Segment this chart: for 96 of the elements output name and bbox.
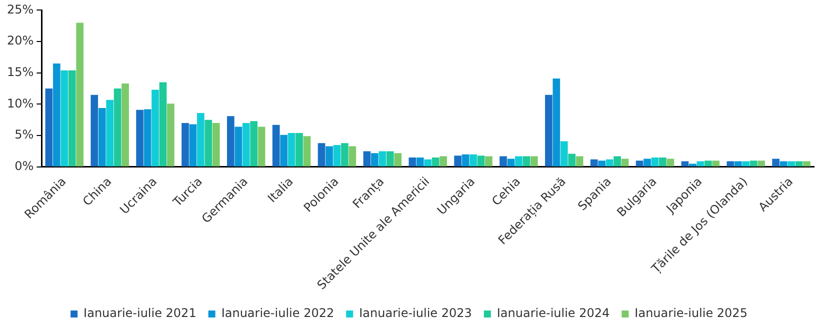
bar xyxy=(788,161,795,166)
bar xyxy=(197,112,204,166)
bar xyxy=(182,123,189,166)
bar xyxy=(681,161,689,166)
bar xyxy=(371,153,378,166)
bar xyxy=(242,123,250,166)
bar xyxy=(204,120,212,166)
legend-label: Ianuarie-iulie 2024 xyxy=(496,306,610,320)
bar xyxy=(522,156,530,166)
bar xyxy=(712,160,720,166)
bar xyxy=(234,126,242,166)
bar xyxy=(212,123,220,166)
bar xyxy=(90,94,98,166)
bar xyxy=(590,159,598,166)
bar xyxy=(394,153,402,166)
bar xyxy=(636,160,644,166)
legend-label: Ianuarie-iulie 2021 xyxy=(84,306,196,320)
bar xyxy=(666,158,674,166)
y-tick-label: 20% xyxy=(7,34,34,48)
bar xyxy=(552,78,560,166)
bar xyxy=(659,158,666,166)
bar xyxy=(500,156,507,166)
bar xyxy=(76,22,84,166)
bar xyxy=(250,121,258,166)
bar xyxy=(363,151,371,166)
bar xyxy=(296,133,303,166)
bar xyxy=(734,161,742,166)
bar xyxy=(272,124,280,166)
bar xyxy=(454,156,462,166)
bar xyxy=(689,164,696,166)
y-tick-label: 0% xyxy=(14,159,34,174)
bar xyxy=(780,161,788,166)
y-tick-label: 25% xyxy=(7,2,34,16)
bar xyxy=(288,133,296,166)
bar xyxy=(621,158,629,166)
bar xyxy=(614,156,621,166)
y-tick-label: 10% xyxy=(7,96,34,110)
y-tick-label: 15% xyxy=(7,65,34,80)
bar xyxy=(408,158,416,166)
bar xyxy=(750,160,758,166)
bar xyxy=(440,156,447,166)
bar xyxy=(432,158,440,166)
bar xyxy=(704,160,712,166)
y-tick-label: 5% xyxy=(14,128,34,142)
legend-label: Ianuarie-iulie 2023 xyxy=(359,306,472,320)
bar xyxy=(742,161,750,166)
bar xyxy=(318,143,326,166)
bar xyxy=(106,100,114,166)
bar xyxy=(424,159,432,166)
bar xyxy=(122,84,129,166)
bar xyxy=(485,156,492,166)
bar xyxy=(515,156,522,166)
bar xyxy=(326,146,333,166)
bar xyxy=(696,161,704,166)
bar xyxy=(545,94,552,166)
bar xyxy=(144,109,152,166)
bar xyxy=(462,154,470,166)
bar xyxy=(60,70,68,166)
bar xyxy=(68,70,76,166)
bar xyxy=(606,159,614,166)
bar xyxy=(598,160,606,166)
bar xyxy=(416,158,424,166)
bar xyxy=(507,158,515,166)
bar xyxy=(348,146,356,166)
bar xyxy=(560,141,568,166)
bar xyxy=(189,124,197,166)
bar xyxy=(726,161,734,166)
bar xyxy=(303,136,311,166)
bar xyxy=(341,143,348,166)
bar xyxy=(758,160,765,166)
bar xyxy=(530,156,538,166)
bar xyxy=(644,158,651,166)
legend-label: Ianuarie-iulie 2022 xyxy=(221,306,334,320)
bar xyxy=(258,126,266,166)
bar xyxy=(52,63,60,166)
bar xyxy=(98,108,106,166)
bar xyxy=(386,151,394,166)
bar xyxy=(45,88,53,166)
bar xyxy=(568,154,576,166)
bar xyxy=(651,158,659,166)
bar xyxy=(795,161,803,166)
bar xyxy=(114,88,122,166)
bar xyxy=(378,151,386,166)
bar xyxy=(803,161,810,166)
bar xyxy=(470,154,477,166)
bar xyxy=(167,104,174,166)
bar xyxy=(333,144,341,166)
bar xyxy=(280,134,288,166)
bar xyxy=(152,90,159,166)
bar xyxy=(136,110,144,166)
bar xyxy=(772,158,780,166)
bar xyxy=(226,116,234,166)
legend-label: Ianuarie-iulie 2025 xyxy=(634,306,748,320)
bar xyxy=(477,156,485,166)
bar xyxy=(576,156,584,166)
bar xyxy=(159,82,167,166)
